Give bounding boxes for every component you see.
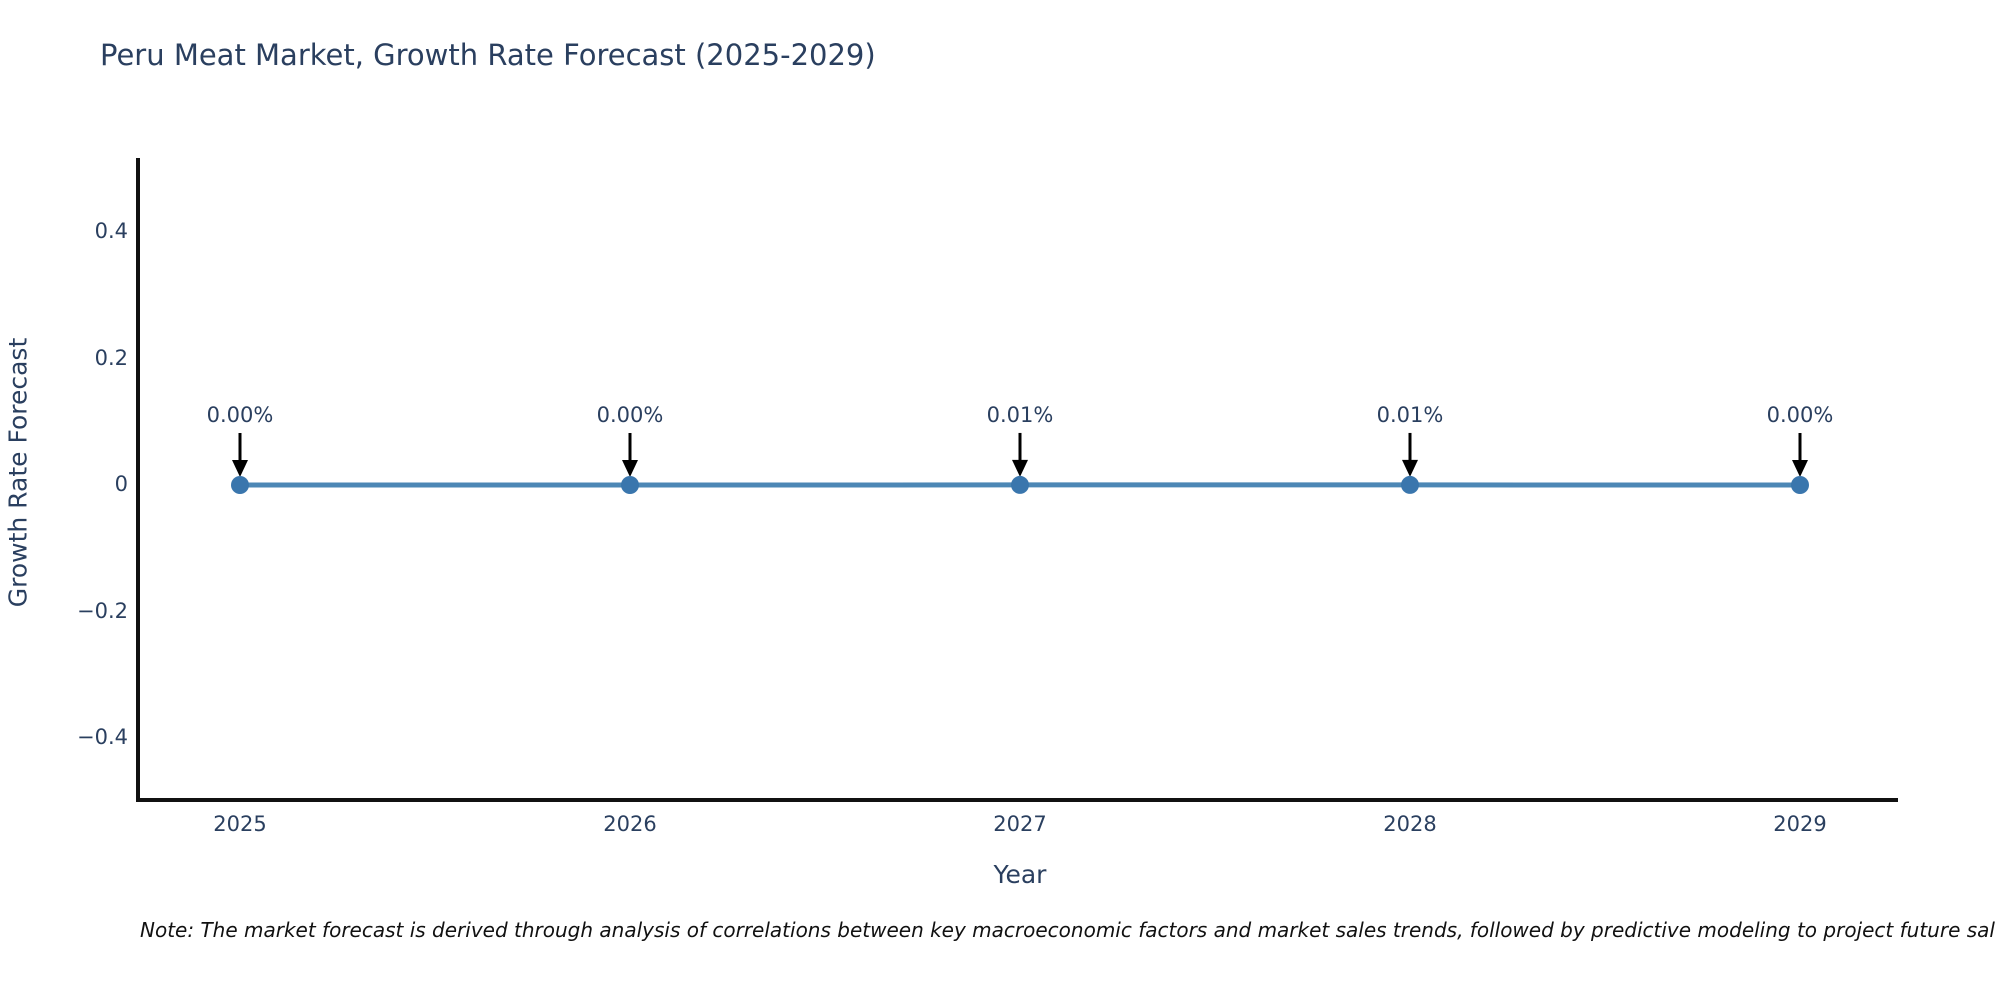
y-tick-label: 0.4 [94,219,128,243]
annotation-arrow-head [1012,459,1028,477]
annotation-arrow-head [1792,460,1808,477]
y-tick-label: −0.4 [77,725,128,749]
x-tick-label: 2025 [213,812,267,836]
data-point-2027 [1011,475,1029,494]
annotation-arrow-head [1402,459,1418,477]
x-tick-label: 2028 [1383,812,1437,836]
chart-title: Peru Meat Market, Growth Rate Forecast (… [100,38,876,72]
point-value-label: 0.01% [1376,402,1444,427]
data-point-2026 [621,476,639,494]
annotation-arrow-head [622,460,638,477]
data-point-2029 [1791,476,1809,494]
data-point-2028 [1401,475,1419,494]
x-axis-title: Year [993,860,1047,889]
y-tick-label: 0.2 [94,345,128,370]
annotation-arrow-head [232,460,248,477]
x-tick-label: 2026 [603,812,657,836]
x-tick-label: 2027 [993,812,1047,836]
point-value-label: 0.01% [986,402,1054,427]
x-tick-label: 2029 [1773,812,1827,836]
data-point-2025 [231,476,249,494]
point-value-label: 0.00% [206,403,274,427]
y-tick-label: 0 [114,472,128,496]
y-tick-label: −0.2 [77,598,128,623]
point-value-label: 0.00% [1766,403,1834,427]
point-value-label: 0.00% [596,403,664,427]
footnote: Note: The market forecast is derived thr… [140,918,1995,942]
